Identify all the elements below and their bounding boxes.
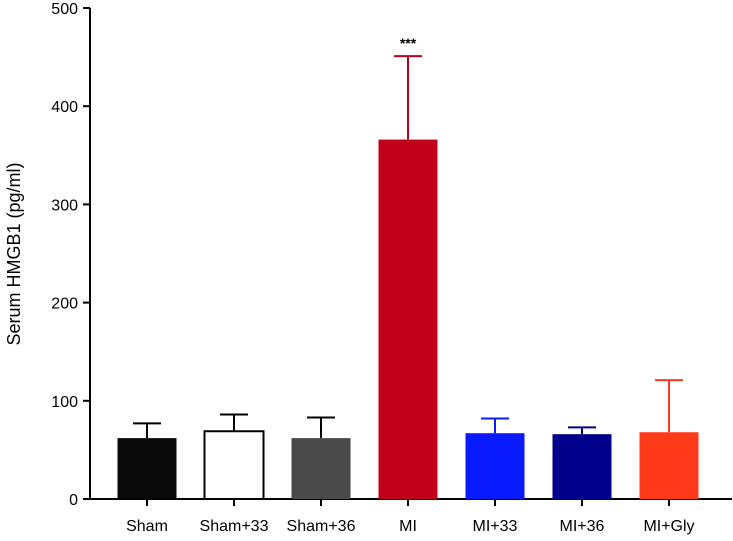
bars: *** bbox=[117, 35, 699, 501]
x-tick-label: Sham+36 bbox=[287, 518, 356, 535]
bar-mi-33 bbox=[465, 433, 525, 499]
y-axis: 0 100 200 300 400 500 bbox=[51, 1, 91, 509]
y-tick-label: 100 bbox=[51, 394, 78, 411]
x-tick-label: Sham+33 bbox=[200, 518, 269, 535]
bar-mi bbox=[378, 139, 438, 499]
x-tick-label: MI+Gly bbox=[643, 518, 694, 535]
x-axis: Sham Sham+33 Sham+36 MI MI+33 MI+36 MI+Gly bbox=[90, 498, 732, 535]
y-tick-label: 500 bbox=[51, 1, 78, 18]
x-tick-label: MI+36 bbox=[560, 518, 605, 535]
bar-mi-gly bbox=[639, 432, 699, 499]
x-tick-label: MI+33 bbox=[473, 518, 518, 535]
x-tick-label: Sham bbox=[126, 518, 168, 535]
significance-label: *** bbox=[400, 35, 417, 51]
y-tick-label: 300 bbox=[51, 197, 78, 214]
y-tick-label: 200 bbox=[51, 296, 78, 313]
bar-sham-36 bbox=[291, 438, 351, 499]
x-tick-label: MI bbox=[399, 518, 417, 535]
y-tick-label: 0 bbox=[69, 492, 78, 509]
bar-mi-36 bbox=[552, 434, 612, 499]
bar-sham-33 bbox=[203, 430, 265, 501]
bar-sham bbox=[117, 438, 177, 499]
y-tick-label: 400 bbox=[51, 99, 78, 116]
y-axis-title: Serum HMGB1 (pg/ml) bbox=[4, 162, 24, 345]
